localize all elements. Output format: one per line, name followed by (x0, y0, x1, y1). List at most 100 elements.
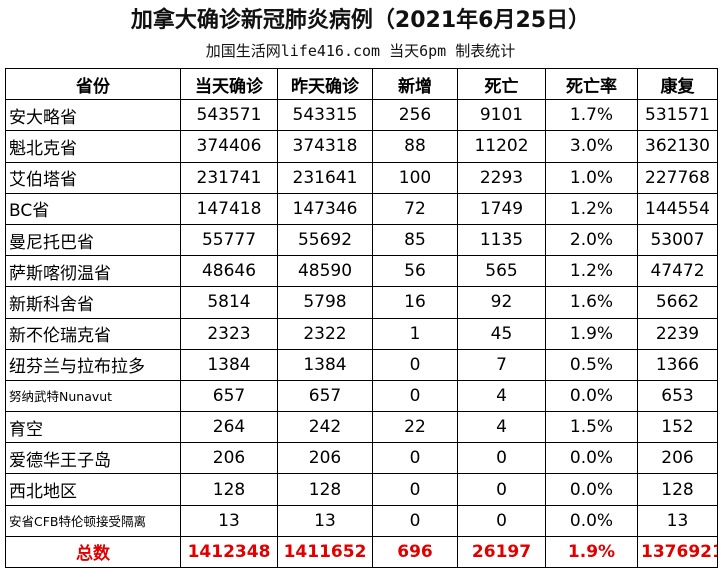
row: 努纳武特Nunavut 657 657 0 4 0.0% 653 (5, 379, 718, 413)
column-header: 康复 (637, 67, 718, 101)
column-header: 昨天确诊 (277, 67, 373, 101)
total-row: 总数 1412348 1411652 696 26197 1.9% 1376921 (5, 535, 718, 569)
cell: 22 (372, 411, 458, 444)
cell: 374406 (180, 130, 278, 163)
total-cell: 1412348 (180, 535, 278, 569)
cell: 1366 (637, 348, 718, 381)
cell: 0.0% (545, 379, 638, 413)
province: 西北地区 (5, 473, 181, 506)
province: 爱德华王子岛 (5, 442, 181, 475)
cell: 242 (277, 411, 373, 444)
cell: 0 (372, 473, 458, 506)
cell: 543571 (180, 99, 278, 132)
cell: 531571 (637, 99, 718, 132)
cell: 152 (637, 411, 718, 444)
cell: 56 (372, 255, 458, 288)
row: 曼尼托巴省 55777 55692 85 1135 2.0% 53007 (5, 223, 718, 257)
cell: 206 (637, 442, 718, 475)
column-header: 死亡 (457, 67, 546, 101)
cell: 55777 (180, 223, 278, 257)
cell: 128 (277, 473, 373, 506)
cell: 11202 (457, 130, 546, 163)
cell: 128 (180, 473, 278, 506)
province: 育空 (5, 411, 181, 444)
column-header: 新增 (372, 67, 458, 101)
cell: 657 (180, 379, 278, 413)
total-cell: 696 (372, 535, 458, 569)
cell: 9101 (457, 99, 546, 132)
cell: 1.9% (545, 317, 638, 350)
cell: 0 (457, 504, 546, 537)
cell: 72 (372, 192, 458, 225)
cell: 128 (637, 473, 718, 506)
cell: 47472 (637, 255, 718, 288)
total-cell: 1.9% (545, 535, 638, 569)
cell: 362130 (637, 130, 718, 163)
cell: 227768 (637, 161, 718, 194)
cell: 92 (457, 286, 546, 319)
cell: 543315 (277, 99, 373, 132)
cell: 0.5% (545, 348, 638, 381)
cell: 206 (277, 442, 373, 475)
row: 爱德华王子岛 206 206 0 0 0.0% 206 (5, 442, 718, 475)
cell: 231741 (180, 161, 278, 194)
cell: 88 (372, 130, 458, 163)
row: 安省CFB特伦顿接受隔离 13 13 0 0 0.0% 13 (5, 504, 718, 537)
row: 新不伦瑞克省 2323 2322 1 45 1.9% 2239 (5, 317, 718, 350)
cell: 13 (637, 504, 718, 537)
row: 纽芬兰与拉布拉多 1384 1384 0 7 0.5% 1366 (5, 348, 718, 381)
total-cell: 26197 (457, 535, 546, 569)
province: 曼尼托巴省 (5, 223, 181, 257)
cell: 0 (372, 442, 458, 475)
cell: 657 (277, 379, 373, 413)
header-row: 省份 当天确诊 昨天确诊 新增 死亡 死亡率 康复 (5, 67, 718, 101)
row: 魁北克省 374406 374318 88 11202 3.0% 362130 (5, 130, 718, 163)
cell: 1135 (457, 223, 546, 257)
cell: 85 (372, 223, 458, 257)
province: 新斯科舍省 (5, 286, 181, 319)
cell: 53007 (637, 223, 718, 257)
province: BC省 (5, 192, 181, 225)
cell: 653 (637, 379, 718, 413)
province: 萨斯喀彻温省 (5, 255, 181, 288)
cell: 5798 (277, 286, 373, 319)
cell: 2.0% (545, 223, 638, 257)
row: 艾伯塔省 231741 231641 100 2293 1.0% 227768 (5, 161, 718, 194)
total-cell: 1376921 (637, 535, 718, 569)
cell: 0 (372, 504, 458, 537)
row: 安大略省 543571 543315 256 9101 1.7% 531571 (5, 99, 718, 132)
cell: 565 (457, 255, 546, 288)
cell: 0 (372, 379, 458, 413)
cell: 48646 (180, 255, 278, 288)
cell: 1.5% (545, 411, 638, 444)
cell: 1749 (457, 192, 546, 225)
total-cell: 总数 (5, 535, 181, 569)
province: 安大略省 (5, 99, 181, 132)
cell: 13 (277, 504, 373, 537)
cell: 1 (372, 317, 458, 350)
cell: 1384 (277, 348, 373, 381)
province: 安省CFB特伦顿接受隔离 (5, 504, 181, 537)
cell: 45 (457, 317, 546, 350)
province: 魁北克省 (5, 130, 181, 163)
cell: 0 (372, 348, 458, 381)
cell: 5814 (180, 286, 278, 319)
total-cell: 1411652 (277, 535, 373, 569)
cell: 100 (372, 161, 458, 194)
cell: 13 (180, 504, 278, 537)
cell: 0 (457, 473, 546, 506)
cell: 374318 (277, 130, 373, 163)
column-header: 死亡率 (545, 67, 638, 101)
cell: 55692 (277, 223, 373, 257)
province: 新不伦瑞克省 (5, 317, 181, 350)
row: 萨斯喀彻温省 48646 48590 56 565 1.2% 47472 (5, 255, 718, 288)
row: 育空 264 242 22 4 1.5% 152 (5, 411, 718, 444)
cell: 147418 (180, 192, 278, 225)
cell: 0.0% (545, 442, 638, 475)
row: 新斯科舍省 5814 5798 16 92 1.6% 5662 (5, 286, 718, 319)
cell: 144554 (637, 192, 718, 225)
cell: 1.0% (545, 161, 638, 194)
cell: 2322 (277, 317, 373, 350)
row: 西北地区 128 128 0 0 0.0% 128 (5, 473, 718, 506)
